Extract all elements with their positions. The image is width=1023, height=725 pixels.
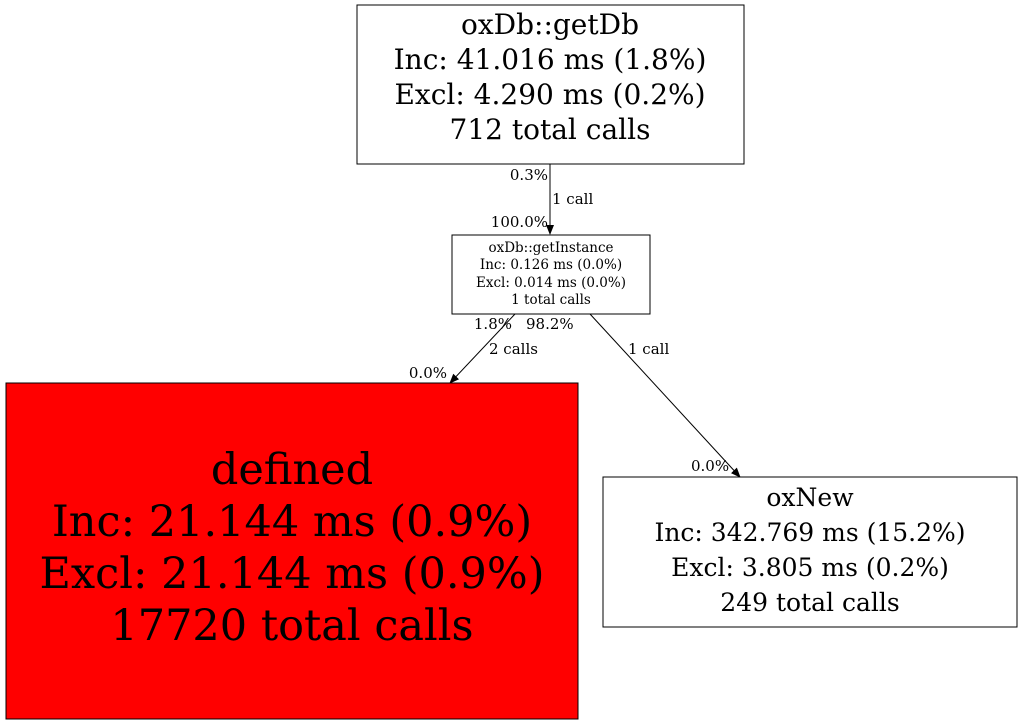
edge-head-percent: 0.0% [409, 364, 447, 382]
node-function-name: oxNew [766, 483, 854, 512]
edge-tail-percent: 0.3% [510, 166, 548, 184]
edge-head-percent: 100.0% [491, 213, 548, 231]
node-inclusive-time: Inc: 21.144 ms (0.9%) [52, 497, 532, 547]
node-total-calls: 712 total calls [450, 113, 651, 146]
node-total-calls: 249 total calls [720, 588, 899, 617]
edge-call-count: 2 calls [489, 340, 538, 358]
node-inclusive-time: Inc: 342.769 ms (15.2%) [654, 518, 965, 547]
edge-head-percent: 0.0% [691, 457, 729, 475]
node-function-name: oxDb::getDb [461, 8, 639, 41]
node-exclusive-time: Excl: 3.805 ms (0.2%) [671, 553, 949, 582]
node-exclusive-time: Excl: 0.014 ms (0.0%) [476, 275, 626, 291]
edge-tail-percent: 1.8% [474, 315, 512, 333]
node-exclusive-time: Excl: 21.144 ms (0.9%) [39, 549, 544, 599]
node-oxdb-getinstance[interactable]: oxDb::getInstance Inc: 0.126 ms (0.0%) E… [451, 234, 651, 315]
edge-getinstance-to-defined[interactable]: 1.8% 2 calls 0.0% [409, 313, 538, 384]
edge-call-count: 1 call [628, 340, 669, 358]
node-inclusive-time: Inc: 41.016 ms (1.8%) [394, 43, 707, 76]
node-oxdb-getdb[interactable]: oxDb::getDb Inc: 41.016 ms (1.8%) Excl: … [356, 4, 745, 165]
node-oxnew[interactable]: oxNew Inc: 342.769 ms (15.2%) Excl: 3.80… [602, 476, 1018, 628]
node-total-calls: 17720 total calls [110, 601, 473, 651]
edge-tail-percent: 98.2% [526, 315, 574, 333]
edge-getdb-to-getinstance[interactable]: 0.3% 1 call 100.0% [491, 164, 594, 235]
edge-call-count: 1 call [552, 190, 593, 208]
edge-getinstance-to-oxnew[interactable]: 98.2% 1 call 0.0% [526, 313, 741, 478]
node-total-calls: 1 total calls [511, 292, 591, 308]
node-inclusive-time: Inc: 0.126 ms (0.0%) [480, 257, 622, 273]
node-function-name: oxDb::getInstance [488, 240, 613, 256]
node-exclusive-time: Excl: 4.290 ms (0.2%) [394, 78, 705, 111]
node-defined[interactable]: defined Inc: 21.144 ms (0.9%) Excl: 21.1… [5, 382, 579, 720]
node-function-name: defined [211, 445, 373, 495]
